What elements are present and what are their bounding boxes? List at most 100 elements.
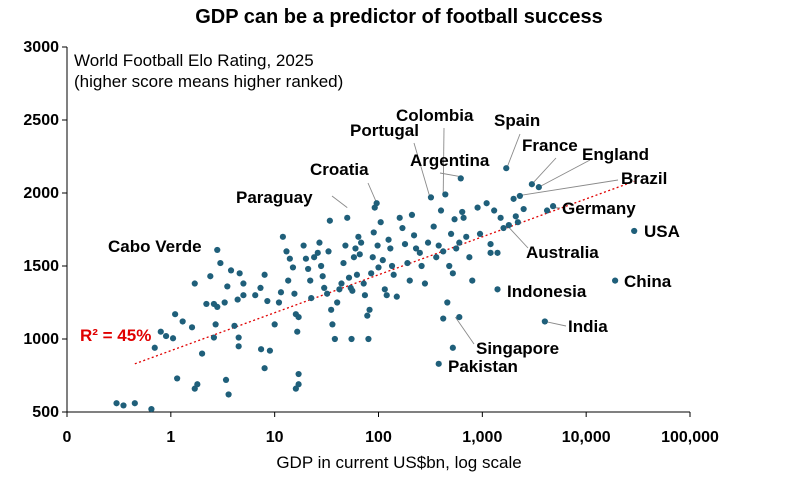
data-point [305,265,312,273]
y-tick-label: 2000 [23,185,59,202]
country-label: China [624,272,672,291]
chart-title: GDP can be a predictor of football succe… [195,6,603,28]
data-point [449,270,456,277]
data-point [469,277,476,284]
country-label: India [568,317,608,336]
data-point [503,165,510,172]
data-point [275,299,283,306]
leader-line [538,159,591,188]
data-point [487,241,494,248]
data-point [257,284,264,291]
data-point [365,335,372,343]
data-point [385,236,392,243]
data-point [408,211,416,218]
x-tick-label: 100,000 [661,429,719,446]
data-point [459,208,466,216]
country-label: Cabo Verde [108,237,202,256]
data-point [234,296,241,303]
data-point [338,280,345,287]
data-point [349,287,356,294]
subtitle-line-1: World Football Elo Rating, 2025 [74,51,314,70]
leader-line [531,157,557,185]
data-point [383,292,390,299]
data-point [447,230,455,237]
data-point [456,314,463,321]
country-label: Brazil [621,169,667,188]
data-point [435,360,442,367]
data-point [379,257,386,264]
data-point [535,184,542,191]
data-point [512,213,519,220]
data-point [353,271,361,278]
leader-line [439,172,463,178]
data-point [342,242,349,249]
data-point [387,245,394,252]
data-point [460,214,467,221]
y-tick-label: 1500 [23,258,59,275]
data-point [404,259,411,267]
y-tick-label: 2500 [23,112,59,129]
data-point [549,203,557,210]
data-point [179,318,186,325]
data-point [510,195,517,202]
data-point [528,181,535,188]
axes: 500 1000 1500 2000 2500 3000 0 1 10 100 1,000 10,00… [23,39,719,446]
country-label: Germany [562,199,636,218]
country-label: Pakistan [448,357,518,376]
data-point [412,245,420,252]
data-point [120,402,127,409]
data-point [444,299,451,306]
data-point [374,242,381,249]
data-point [271,321,278,328]
data-point [302,255,310,262]
leader-line [442,127,445,195]
country-label: Argentina [410,151,490,170]
data-point [257,346,265,353]
data-point [505,222,512,229]
data-point [214,303,221,310]
data-point [113,400,120,407]
country-label: Spain [494,111,540,130]
data-point [361,292,369,299]
data-point [210,334,218,341]
data-point [430,223,437,230]
data-point [194,381,201,388]
data-point [474,204,481,211]
data-point [388,262,396,270]
data-point [235,334,242,341]
data-point [289,264,297,271]
data-point [261,365,268,372]
data-point [317,262,325,270]
data-point [631,227,638,235]
trendline [134,180,635,365]
data-point [401,241,409,248]
data-point [476,230,484,237]
data-point [316,239,323,246]
data-point [266,347,274,354]
data-point [294,328,301,335]
data-point [188,324,196,331]
data-point [514,219,521,226]
data-point [364,312,371,319]
data-point [225,391,232,398]
data-point [416,249,423,256]
data-point [355,233,362,240]
data-point [329,321,336,328]
data-point [217,259,224,267]
data-point [174,375,181,382]
data-point [446,262,453,270]
data-point [291,290,298,297]
data-point [360,280,367,287]
points-layer [113,165,638,413]
data-point [442,191,449,198]
data-point [326,217,333,224]
data-point [324,290,331,297]
data-point [483,200,490,207]
data-point [214,246,221,254]
data-point [421,280,429,287]
data-point [399,224,406,232]
data-point [336,286,343,293]
country-label: Portugal [350,121,419,140]
data-point [396,214,403,221]
